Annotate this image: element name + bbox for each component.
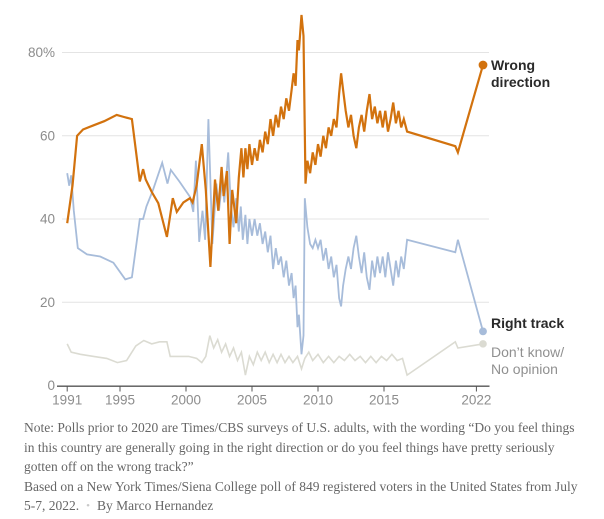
x-tick-label: 2015 xyxy=(369,393,399,408)
x-tick-label: 2022 xyxy=(461,393,491,408)
source-text: Based on a New York Times/Siena College … xyxy=(24,478,578,514)
bullet-separator-icon: • xyxy=(86,500,90,512)
series-label-right-track: Right track xyxy=(491,315,565,331)
series-line-wrong-direction xyxy=(66,14,485,267)
x-tick-label: 1991 xyxy=(52,393,82,408)
series-label-dont-know: Don’t know/ No opinion xyxy=(491,344,591,378)
y-tick-label: 60 xyxy=(40,128,55,143)
author-text: By Marco Hernandez xyxy=(96,498,214,513)
x-tick-label: 2005 xyxy=(237,393,267,408)
series-end-dot-right-track xyxy=(479,327,487,336)
series-label-dont-know-line2: No opinion xyxy=(491,361,558,377)
y-tick-label: 40 xyxy=(40,212,55,227)
y-tick-label: 80% xyxy=(28,45,55,60)
line-chart: 0 20 40 60 80% 1991 1995 2000 2005 2010 2015 2022 xyxy=(28,14,491,408)
series-line-don-t-know-no-opinion xyxy=(66,335,484,377)
x-tick-label: 2010 xyxy=(303,393,333,408)
series-label-dont-know-line1: Don’t know/ xyxy=(491,344,565,360)
series-label-wrong-direction: Wrong direction xyxy=(491,57,551,90)
methodology-note: Note: Polls prior to 2020 are Times/CBS … xyxy=(24,420,575,474)
x-tick-label: 1995 xyxy=(105,393,135,408)
x-tick-label: 2000 xyxy=(171,393,201,408)
series-end-dot-don-t-know-no-opinion xyxy=(479,340,487,348)
series-line-right-track xyxy=(66,119,484,355)
y-tick-label: 20 xyxy=(40,295,55,310)
byline: Based on a New York Times/Siena College … xyxy=(24,477,588,517)
footnotes: Note: Polls prior to 2020 are Times/CBS … xyxy=(24,418,588,517)
series-end-dot-wrong-direction xyxy=(478,60,488,70)
y-tick-label: 0 xyxy=(47,378,55,393)
